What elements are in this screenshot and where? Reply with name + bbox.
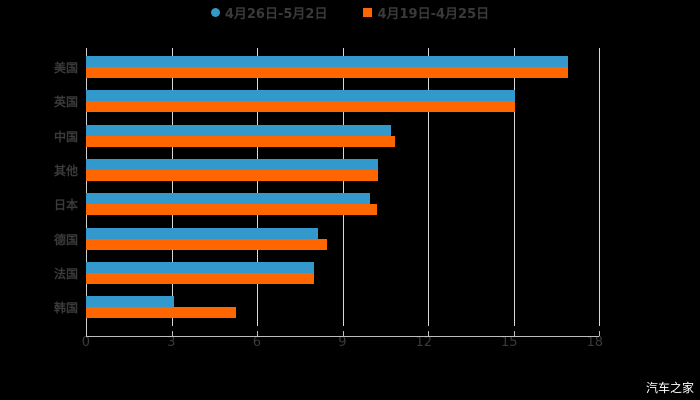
gridline [257,48,258,326]
x-tick-label: 3 [167,335,176,350]
bar-series-1[interactable] [86,227,319,239]
bar-series-2[interactable] [86,204,377,216]
x-tick [428,331,429,337]
y-axis-line [86,48,87,336]
x-tick [257,331,258,337]
x-tick-label: 18 [586,335,603,350]
category-label: 英国 [53,95,78,110]
bar-series-1[interactable] [86,296,175,308]
bar-series-2[interactable] [86,101,515,113]
gridline [171,48,173,326]
category-label: 美国 [53,61,78,75]
x-tick [342,331,344,337]
x-tick-label: 15 [500,335,518,350]
series-1-marker-icon [210,8,220,17]
gridline [513,48,515,326]
gridline [599,48,600,326]
x-tick-label: 12 [415,335,432,350]
bar-series-1[interactable] [86,90,515,102]
legend-label-series-1: 4月26日-5月2日 [224,7,328,22]
category-label: 法国 [53,266,78,281]
bar-series-1[interactable] [86,158,379,170]
bar-series-1[interactable] [86,56,568,67]
series-2-marker-icon [363,8,373,17]
bar-series-2[interactable] [86,135,396,147]
x-tick-label: 9 [338,335,347,350]
gridline [428,48,429,326]
legend-item-series-1[interactable]: 4月26日-5月2日 [210,3,328,22]
x-tick-label: 6 [252,335,261,350]
category-label: 中国 [53,129,78,144]
legend-label-series-2: 4月19日-4月25日 [377,7,490,22]
chart-legend: 4月26日-5月2日 4月19日-4月25日 [0,3,700,22]
x-tick [171,331,173,337]
x-axis-line [86,336,599,337]
category-label: 日本 [53,198,78,213]
x-tick-label: 0 [81,335,90,350]
bar-series-2[interactable] [86,272,314,284]
category-label: 其他 [53,163,78,178]
legend-item-series-2[interactable]: 4月19日-4月25日 [363,3,489,22]
bar-series-2[interactable] [86,169,379,181]
gridline [342,48,344,326]
bar-series-1[interactable] [86,124,391,136]
bar-series-2[interactable] [86,307,236,319]
category-label: 韩国 [53,301,78,316]
bar-series-2[interactable] [86,67,568,78]
bar-series-2[interactable] [86,238,327,250]
bar-series-1[interactable] [86,193,370,205]
watermark: 汽车之家 [645,381,694,395]
bar-series-1[interactable] [86,261,314,273]
category-label: 德国 [53,232,78,247]
x-tick [513,331,515,337]
x-tick [599,331,600,337]
